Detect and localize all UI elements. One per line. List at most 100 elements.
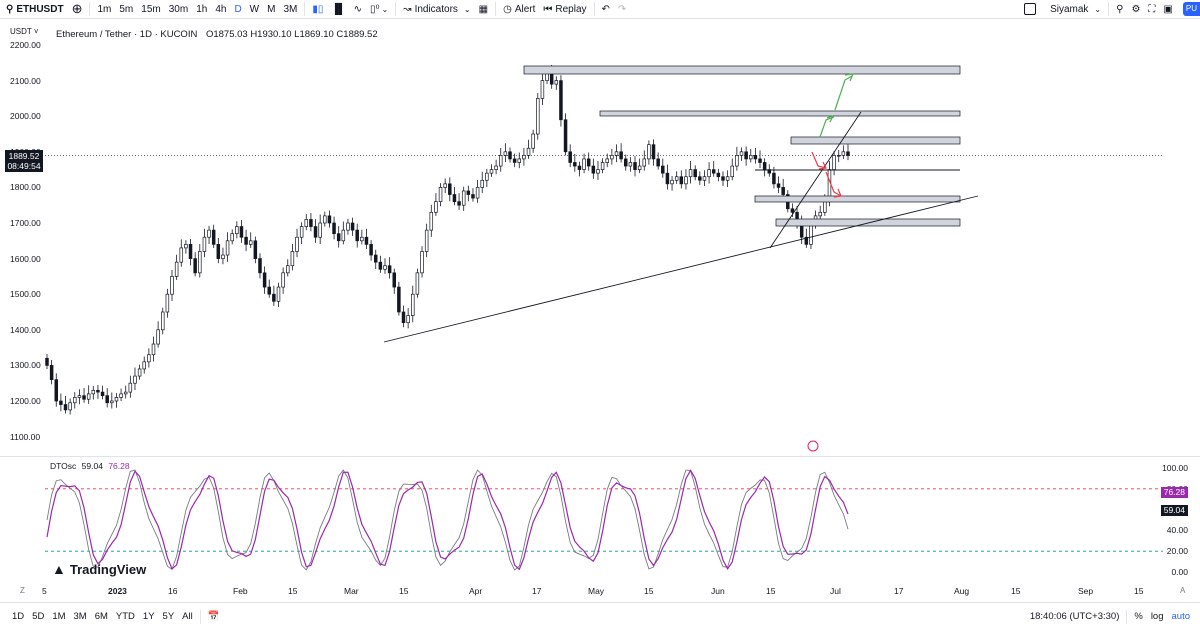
candle-body [327,215,332,224]
candle-body [174,261,179,277]
interval-1h[interactable]: 1h [196,3,208,15]
replay-button[interactable]: ⏮ Replay [539,0,590,18]
price-tick: 1500.00 [10,289,41,300]
symbol-search[interactable]: ⚲ ETHUSDT [0,0,68,18]
percent-scale-button[interactable]: % [1134,611,1143,622]
candle-body [512,158,517,163]
clock-label[interactable]: 18:40:06 (UTC+3:30) [1029,611,1120,622]
interval-d[interactable]: D [234,3,242,15]
range-5d[interactable]: 5D [32,611,45,622]
range-1d[interactable]: 1D [12,611,25,622]
snapshot-button[interactable]: ▣ [1159,0,1176,18]
candle-body [100,391,105,397]
templates-button[interactable]: ▦ [475,0,492,18]
range-all[interactable]: All [182,611,193,622]
candle-body [45,357,49,366]
candle-body [698,176,702,181]
alarm-clock-icon: ◷ [503,3,512,15]
redo-button[interactable]: ↷ [614,0,630,18]
layout-button[interactable] [1020,0,1040,18]
candle-body [63,404,68,411]
zoom-button[interactable]: Z [20,586,25,595]
price-zone [599,110,961,117]
range-ytd[interactable]: YTD [115,611,135,622]
candle-body [424,229,429,252]
price-tick: 1200.00 [10,396,41,406]
candle-body [323,215,327,224]
candle-body [549,73,554,85]
candle-body [522,155,526,160]
candle-body [406,315,410,324]
candle-body [725,176,730,181]
time-tick: 15 [399,586,409,596]
candle-body [188,244,193,259]
candle-body [378,261,383,270]
candle-body [628,162,633,167]
interval-1m[interactable]: 1m [97,3,112,15]
fullscreen-button[interactable]: ⛶ [1144,0,1159,18]
interval-3m[interactable]: 3M [283,3,298,15]
log-scale-button[interactable]: log [1150,611,1164,622]
interval-w[interactable]: W [249,3,260,15]
candle-body [161,311,165,331]
candle-body [360,236,364,242]
alert-button[interactable]: ◷ Alert [499,0,539,18]
indicators-button[interactable]: ↝ Indicators ⌄ [399,0,474,18]
tradingview-logo[interactable]: ▲ TradingView [52,561,146,577]
line-chart-type-button[interactable]: ∿ [350,0,366,18]
quick-search-button[interactable]: ⚲ [1112,0,1127,18]
range-6m[interactable]: 6M [94,611,108,622]
interval-30m[interactable]: 30m [168,3,189,15]
candle-body [54,379,59,402]
interval-5m[interactable]: 5m [119,3,134,15]
bars-chart-type-button[interactable]: ▐▌ [327,0,349,18]
candle-body [309,219,313,227]
arrow-down-2 [825,171,842,197]
interval-4h[interactable]: 4h [215,3,227,15]
candle-body [170,276,174,295]
price-tick: 1100.00 [10,431,41,442]
auto-scale-toggle[interactable]: auto [1171,611,1191,622]
candle-body [489,169,494,174]
candle-body [559,80,563,121]
interval-m[interactable]: M [267,3,276,15]
undo-button[interactable]: ↶ [598,0,614,18]
candle-body [623,158,628,167]
candle-body [415,272,420,295]
candle-body [531,133,535,149]
candle-body [369,244,373,256]
right-tools: Siyamak ⌄ ⚲ ⚙ ⛶ ▣ PU [1020,0,1200,18]
oscillator-name: DTOsc [50,461,77,471]
pane-divider[interactable] [0,456,1200,457]
add-symbol-button[interactable]: ⊕ [68,0,87,18]
candle-body [244,236,248,245]
publish-button[interactable]: PU [1182,2,1200,16]
candle-body [272,293,276,302]
layout-name-button[interactable]: Siyamak ⌄ [1046,0,1105,18]
range-1y[interactable]: 1Y [142,611,155,622]
auto-scale-button[interactable]: A [1180,586,1186,595]
candle-body [387,265,392,274]
range-5y[interactable]: 5Y [162,611,175,622]
range-1m[interactable]: 1M [52,611,66,622]
redo-icon: ↷ [617,3,627,15]
currency-selector[interactable]: USDT ˅ [10,27,39,36]
candle-body [637,165,642,170]
candle-body [137,368,142,377]
range-3m[interactable]: 3M [73,611,87,622]
settings-button[interactable]: ⚙ [1127,0,1144,18]
candle-body [91,389,96,395]
candle-body [503,151,508,156]
candle-body [82,395,86,400]
goto-date-button[interactable]: 📅 [204,611,224,622]
candle-body [832,155,836,170]
bars-icon: ▐▌ [331,3,346,15]
candles-chart-type-button[interactable]: ▮▯ [308,0,327,18]
candle-body [373,254,378,263]
time-tick: 15 [1011,586,1021,596]
candle-body [656,158,660,167]
candle-body [179,247,184,263]
chart-type-menu[interactable]: ▯⁰ ⌄ [366,0,392,18]
interval-15m[interactable]: 15m [141,3,161,15]
